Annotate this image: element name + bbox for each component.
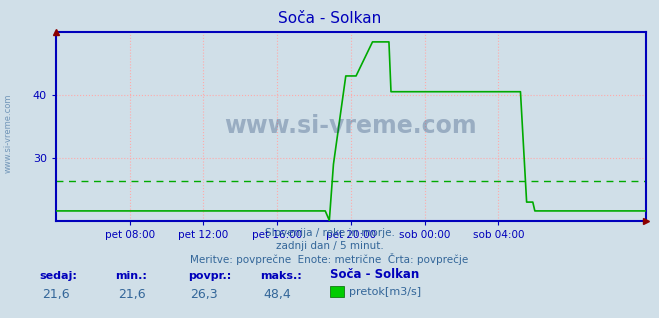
- Text: min.:: min.:: [115, 272, 147, 281]
- Text: sedaj:: sedaj:: [40, 272, 77, 281]
- Text: maks.:: maks.:: [260, 272, 302, 281]
- Text: pretok[m3/s]: pretok[m3/s]: [349, 287, 421, 297]
- Text: www.si-vreme.com: www.si-vreme.com: [225, 114, 477, 138]
- Text: 48,4: 48,4: [263, 287, 291, 301]
- Text: Soča - Solkan: Soča - Solkan: [330, 268, 418, 281]
- Text: www.si-vreme.com: www.si-vreme.com: [3, 94, 13, 173]
- Text: Slovenija / reke in morje.: Slovenija / reke in morje.: [264, 228, 395, 238]
- Text: zadnji dan / 5 minut.: zadnji dan / 5 minut.: [275, 241, 384, 251]
- Text: 26,3: 26,3: [190, 287, 218, 301]
- Text: povpr.:: povpr.:: [188, 272, 231, 281]
- Text: 21,6: 21,6: [42, 287, 70, 301]
- Text: 21,6: 21,6: [118, 287, 146, 301]
- Text: Soča - Solkan: Soča - Solkan: [278, 11, 381, 26]
- Text: Meritve: povprečne  Enote: metrične  Črta: povprečje: Meritve: povprečne Enote: metrične Črta:…: [190, 253, 469, 265]
